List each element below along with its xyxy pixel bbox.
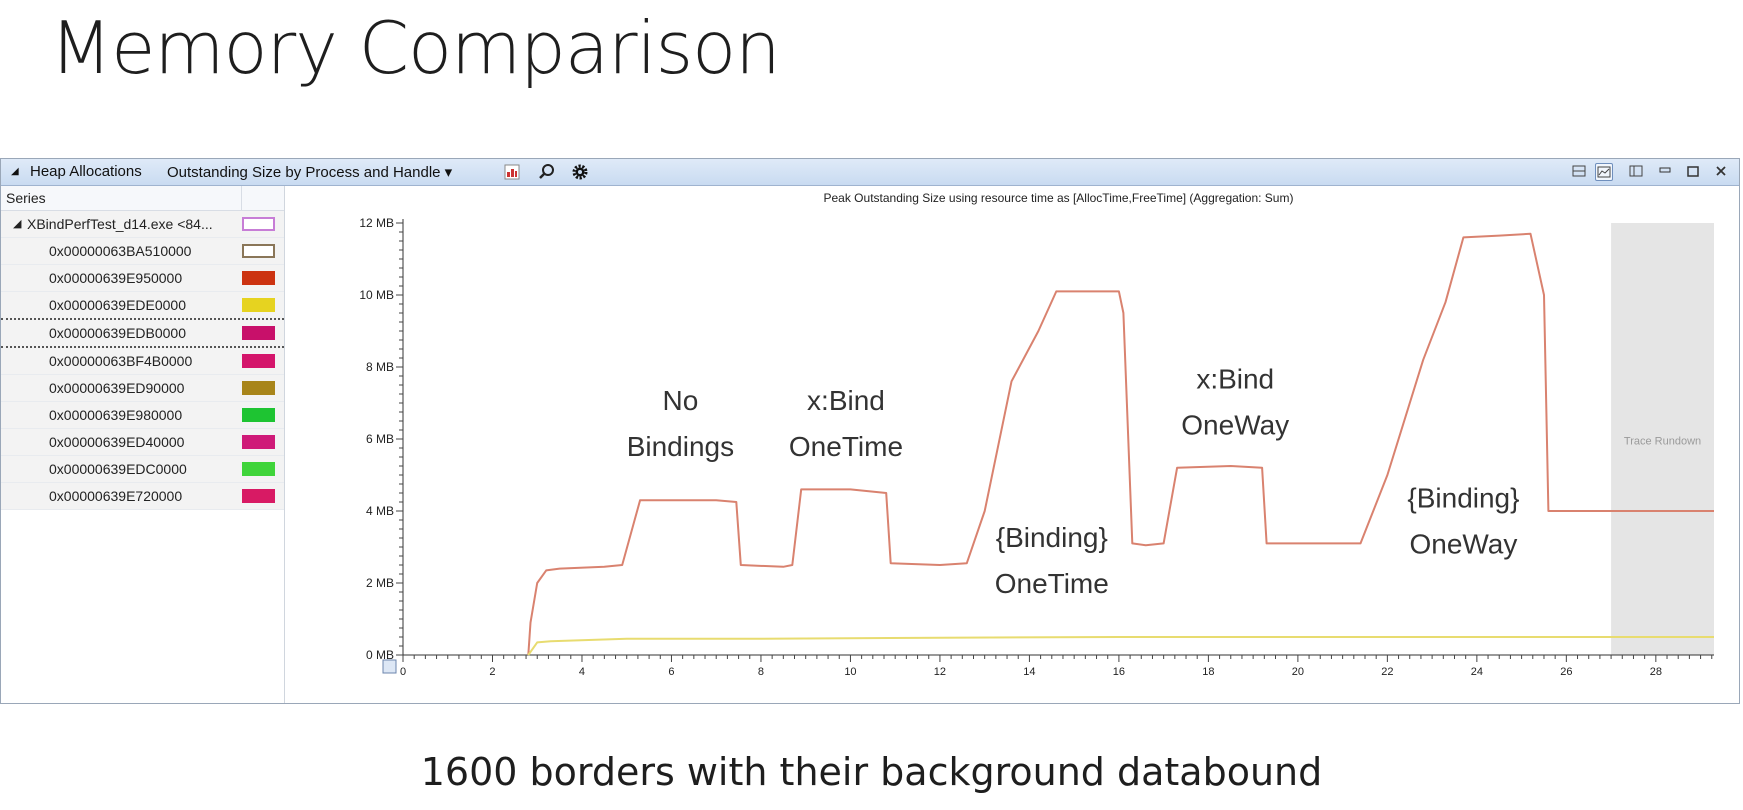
settings-icon[interactable] [570, 162, 590, 182]
annotation-label: OneWay [1181, 410, 1289, 441]
annotation-label: OneTime [995, 568, 1109, 599]
view-selector-label: Outstanding Size by Process and Handle [167, 164, 441, 181]
chart-svg: Peak Outstanding Size using resource tim… [359, 191, 1714, 678]
legend-handle-row[interactable]: 0x00000639E720000 [1, 483, 284, 510]
x-tick-label: 12 [934, 666, 946, 678]
legend-color-swatch [242, 489, 275, 503]
legend-handle-row[interactable]: 0x00000639EDE0000 [1, 292, 284, 320]
x-tick-label: 24 [1471, 666, 1483, 678]
x-tick-label: 6 [668, 666, 674, 678]
annotation-label: OneTime [789, 431, 903, 462]
series-legend-pane: Series ◢ XBindPerfTest_d14.exe <84... 0x00… [1, 186, 285, 703]
legend-color-swatch [242, 271, 275, 285]
legend-color-swatch [242, 244, 275, 258]
annotation-label: {Binding} [996, 522, 1108, 553]
annotation-label: {Binding} [1407, 482, 1519, 513]
legend-series-label: XBindPerfTest_d14.exe <84... [27, 216, 213, 232]
legend-series-label: 0x00000639ED90000 [49, 380, 185, 396]
chart-view-icon[interactable] [502, 162, 522, 182]
legend-series-label: 0x00000639E980000 [49, 407, 183, 423]
legend-header-label: Series [6, 190, 46, 206]
legend-handle-row[interactable]: 0x00000639E980000 [1, 402, 284, 429]
chevron-down-icon: ▾ [444, 164, 453, 181]
x-tick-label: 0 [400, 666, 406, 678]
maximize-icon[interactable] [1684, 163, 1702, 181]
legend-handle-row[interactable]: 0x00000639EDC0000 [1, 456, 284, 483]
legend-color-swatch [242, 217, 275, 231]
legend-process-row[interactable]: ◢ XBindPerfTest_d14.exe <84... [1, 211, 284, 238]
slide-title: Memory Comparison [50, 6, 781, 90]
legend-color-swatch [242, 326, 275, 340]
annotation-label: No [663, 385, 699, 416]
legend-handle-row[interactable]: 0x00000639ED40000 [1, 429, 284, 456]
legend-handle-row[interactable]: 0x00000063BF4B0000 [1, 348, 284, 375]
legend-series-label: 0x00000639EDE0000 [49, 297, 187, 313]
close-icon[interactable] [1712, 163, 1730, 181]
legend-series-label: 0x00000639EDC0000 [49, 461, 187, 477]
legend-handle-row[interactable]: 0x00000639ED90000 [1, 375, 284, 402]
y-tick-label: 2 MB [366, 576, 394, 590]
legend-series-label: 0x00000063BA510000 [49, 243, 192, 259]
chart-area: Peak Outstanding Size using resource tim… [286, 186, 1739, 703]
wpa-graph-window: ◢ Heap Allocations Outstanding Size by P… [0, 158, 1740, 704]
legend-series-label: 0x00000639E950000 [49, 270, 183, 286]
legend-series-label: 0x00000639EDB0000 [49, 325, 187, 341]
legend-handle-row[interactable]: 0x00000063BA510000 [1, 238, 284, 265]
series-line-2 [527, 636, 1714, 656]
y-tick-label: 0 MB [366, 648, 394, 662]
y-tick-label: 8 MB [366, 360, 394, 374]
slide-caption: 1600 borders with their background datab… [420, 750, 1323, 794]
legend-color-swatch [242, 354, 275, 368]
x-tick-label: 18 [1202, 666, 1214, 678]
annotation-label: OneWay [1409, 528, 1517, 559]
x-tick-label: 16 [1113, 666, 1125, 678]
legend-handle-row[interactable]: 0x00000639E950000 [1, 265, 284, 292]
series-line-1 [527, 232, 1714, 656]
legend-color-swatch [242, 298, 275, 312]
legend-header: Series [1, 186, 284, 211]
chart-only-icon[interactable] [1595, 163, 1613, 181]
annotation-label: Bindings [627, 431, 734, 462]
x-tick-label: 20 [1292, 666, 1304, 678]
y-tick-label: 10 MB [359, 288, 394, 302]
search-icon[interactable] [537, 162, 557, 182]
y-tick-label: 6 MB [366, 432, 394, 446]
collapse-toggle-icon[interactable]: ◢ [11, 166, 19, 177]
legend-color-swatch [242, 381, 275, 395]
annotation-label: x:Bind [1196, 364, 1274, 395]
legend-series-label: 0x00000639ED40000 [49, 434, 185, 450]
x-tick-label: 28 [1650, 666, 1662, 678]
legend-color-swatch [242, 408, 275, 422]
x-tick-label: 2 [489, 666, 495, 678]
legend-rows: ◢ XBindPerfTest_d14.exe <84... 0x00000063B… [1, 211, 284, 510]
panel-title: Heap Allocations [30, 163, 142, 180]
trace-rundown-label: Trace Rundown [1624, 435, 1701, 447]
legend-series-label: 0x00000063BF4B0000 [49, 353, 193, 369]
table-only-icon[interactable] [1627, 163, 1645, 181]
legend-handle-row[interactable]: 0x00000639EDB0000 [1, 320, 284, 348]
layout-icon[interactable] [1570, 163, 1588, 181]
y-tick-label: 12 MB [359, 216, 394, 230]
graph-toolbar: ◢ Heap Allocations Outstanding Size by P… [1, 159, 1739, 186]
trace-rundown-region [1611, 223, 1714, 655]
column-divider [241, 186, 242, 210]
annotation-label: x:Bind [807, 385, 885, 416]
legend-color-swatch [242, 435, 275, 449]
x-tick-label: 14 [1023, 666, 1035, 678]
view-selector[interactable]: Outstanding Size by Process and Handle ▾ [167, 163, 452, 181]
zoom-reset-icon[interactable] [382, 659, 397, 674]
x-tick-label: 26 [1560, 666, 1572, 678]
legend-color-swatch [242, 462, 275, 476]
x-tick-label: 10 [844, 666, 856, 678]
minimize-icon[interactable] [1656, 163, 1674, 181]
chart-title: Peak Outstanding Size using resource tim… [824, 191, 1294, 205]
x-tick-label: 4 [579, 666, 585, 678]
x-tick-label: 8 [758, 666, 764, 678]
x-tick-label: 22 [1381, 666, 1393, 678]
y-tick-label: 4 MB [366, 504, 394, 518]
legend-series-label: 0x00000639E720000 [49, 488, 183, 504]
expand-triangle-icon[interactable]: ◢ [13, 218, 22, 230]
